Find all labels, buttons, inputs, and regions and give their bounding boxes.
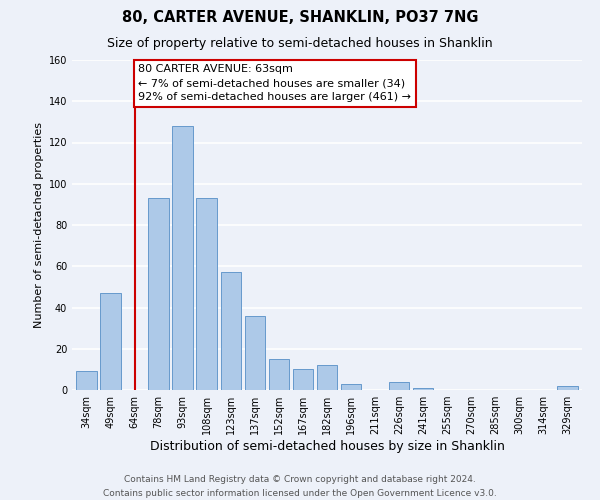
Bar <box>245 316 265 390</box>
Bar <box>76 372 97 390</box>
Bar <box>317 365 337 390</box>
Text: Size of property relative to semi-detached houses in Shanklin: Size of property relative to semi-detach… <box>107 38 493 51</box>
Bar <box>413 388 433 390</box>
Bar <box>293 370 313 390</box>
Text: 80, CARTER AVENUE, SHANKLIN, PO37 7NG: 80, CARTER AVENUE, SHANKLIN, PO37 7NG <box>122 10 478 25</box>
Text: 80 CARTER AVENUE: 63sqm
← 7% of semi-detached houses are smaller (34)
92% of sem: 80 CARTER AVENUE: 63sqm ← 7% of semi-det… <box>138 64 411 102</box>
X-axis label: Distribution of semi-detached houses by size in Shanklin: Distribution of semi-detached houses by … <box>149 440 505 453</box>
Y-axis label: Number of semi-detached properties: Number of semi-detached properties <box>34 122 44 328</box>
Bar <box>172 126 193 390</box>
Bar <box>269 359 289 390</box>
Bar <box>100 293 121 390</box>
Text: Contains HM Land Registry data © Crown copyright and database right 2024.
Contai: Contains HM Land Registry data © Crown c… <box>103 476 497 498</box>
Bar <box>148 198 169 390</box>
Bar <box>196 198 217 390</box>
Bar <box>389 382 409 390</box>
Bar <box>341 384 361 390</box>
Bar <box>557 386 578 390</box>
Bar <box>221 272 241 390</box>
